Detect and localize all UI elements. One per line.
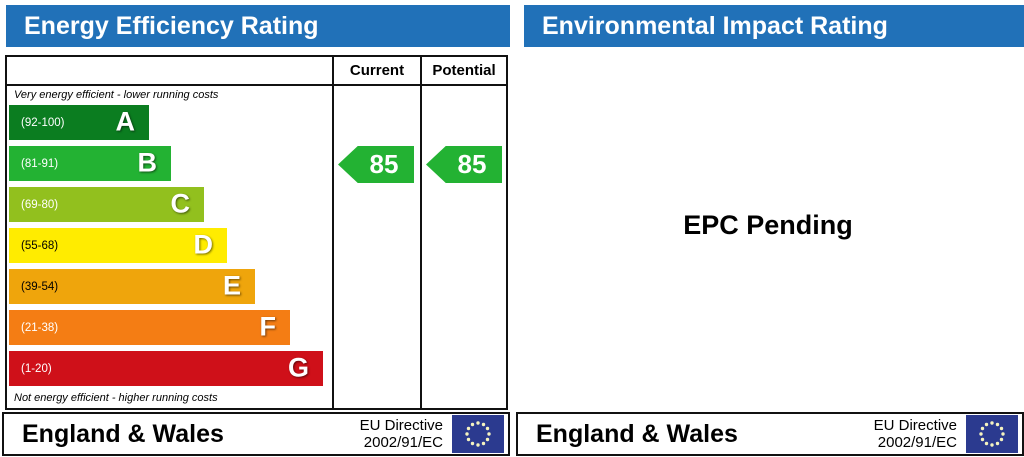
eu-flag-icon (452, 415, 504, 453)
eu-flag-stars (465, 421, 491, 447)
eu-flag-stars (979, 421, 1005, 447)
energy-rating-table: Current Potential Very energy efficient … (5, 55, 508, 410)
band-g: (1-20) G (9, 351, 323, 386)
band-f: (21-38) F (9, 310, 290, 345)
band-e: (39-54) E (9, 269, 255, 304)
current-rating-value: 85 (369, 149, 399, 179)
region-label: England & Wales (22, 419, 224, 448)
right-footer: England & Wales EU Directive 2002/91/EC (516, 412, 1024, 456)
potential-rating-arrow: 85 (426, 146, 502, 183)
column-divider (420, 57, 422, 408)
top-note: Very energy efficient - lower running co… (14, 89, 219, 101)
band-e-range: (39-54) (21, 280, 59, 293)
band-d-range: (55-68) (21, 239, 59, 252)
bottom-note: Not energy efficient - higher running co… (14, 392, 218, 404)
band-f-range: (21-38) (21, 321, 59, 334)
band-a: (92-100) A (9, 105, 149, 140)
current-column-header: Current (349, 62, 405, 79)
band-d: (55-68) D (9, 228, 227, 263)
energy-efficiency-panel: Energy Efficiency Rating Current Potenti… (2, 5, 510, 456)
column-divider (332, 57, 334, 408)
band-a-range: (92-100) (21, 116, 65, 129)
band-g-range: (1-20) (21, 362, 52, 375)
band-c-range: (69-80) (21, 198, 59, 211)
eu-directive-label: EU Directive 2002/91/EC (873, 416, 957, 451)
band-f-letter: F (259, 310, 277, 341)
band-b: (81-91) B (9, 146, 171, 181)
epc-pending-text: EPC Pending (683, 210, 853, 240)
energy-efficiency-title: Energy Efficiency Rating (6, 5, 510, 47)
potential-rating-value: 85 (457, 149, 487, 179)
band-e-letter: E (222, 269, 241, 300)
band-b-letter: B (137, 146, 158, 177)
band-c-letter: C (170, 187, 191, 218)
band-a-letter: A (115, 105, 136, 136)
band-d-letter: D (193, 228, 214, 259)
band-g-letter: G (287, 351, 309, 382)
header-divider (7, 84, 506, 86)
environmental-impact-panel: Environmental Impact Rating EPC Pending … (512, 0, 1024, 457)
eu-directive-label: EU Directive 2002/91/EC (359, 416, 443, 451)
band-b-range: (81-91) (21, 157, 59, 170)
left-footer: England & Wales EU Directive 2002/91/EC (2, 412, 510, 456)
environmental-impact-title: Environmental Impact Rating (524, 5, 1024, 47)
rating-bands: Very energy efficient - lower running co… (7, 86, 332, 408)
potential-column-header: Potential (432, 62, 496, 79)
eu-flag-icon (966, 415, 1018, 453)
region-label: England & Wales (536, 419, 738, 448)
current-rating-arrow: 85 (338, 146, 414, 183)
band-c: (69-80) C (9, 187, 204, 222)
